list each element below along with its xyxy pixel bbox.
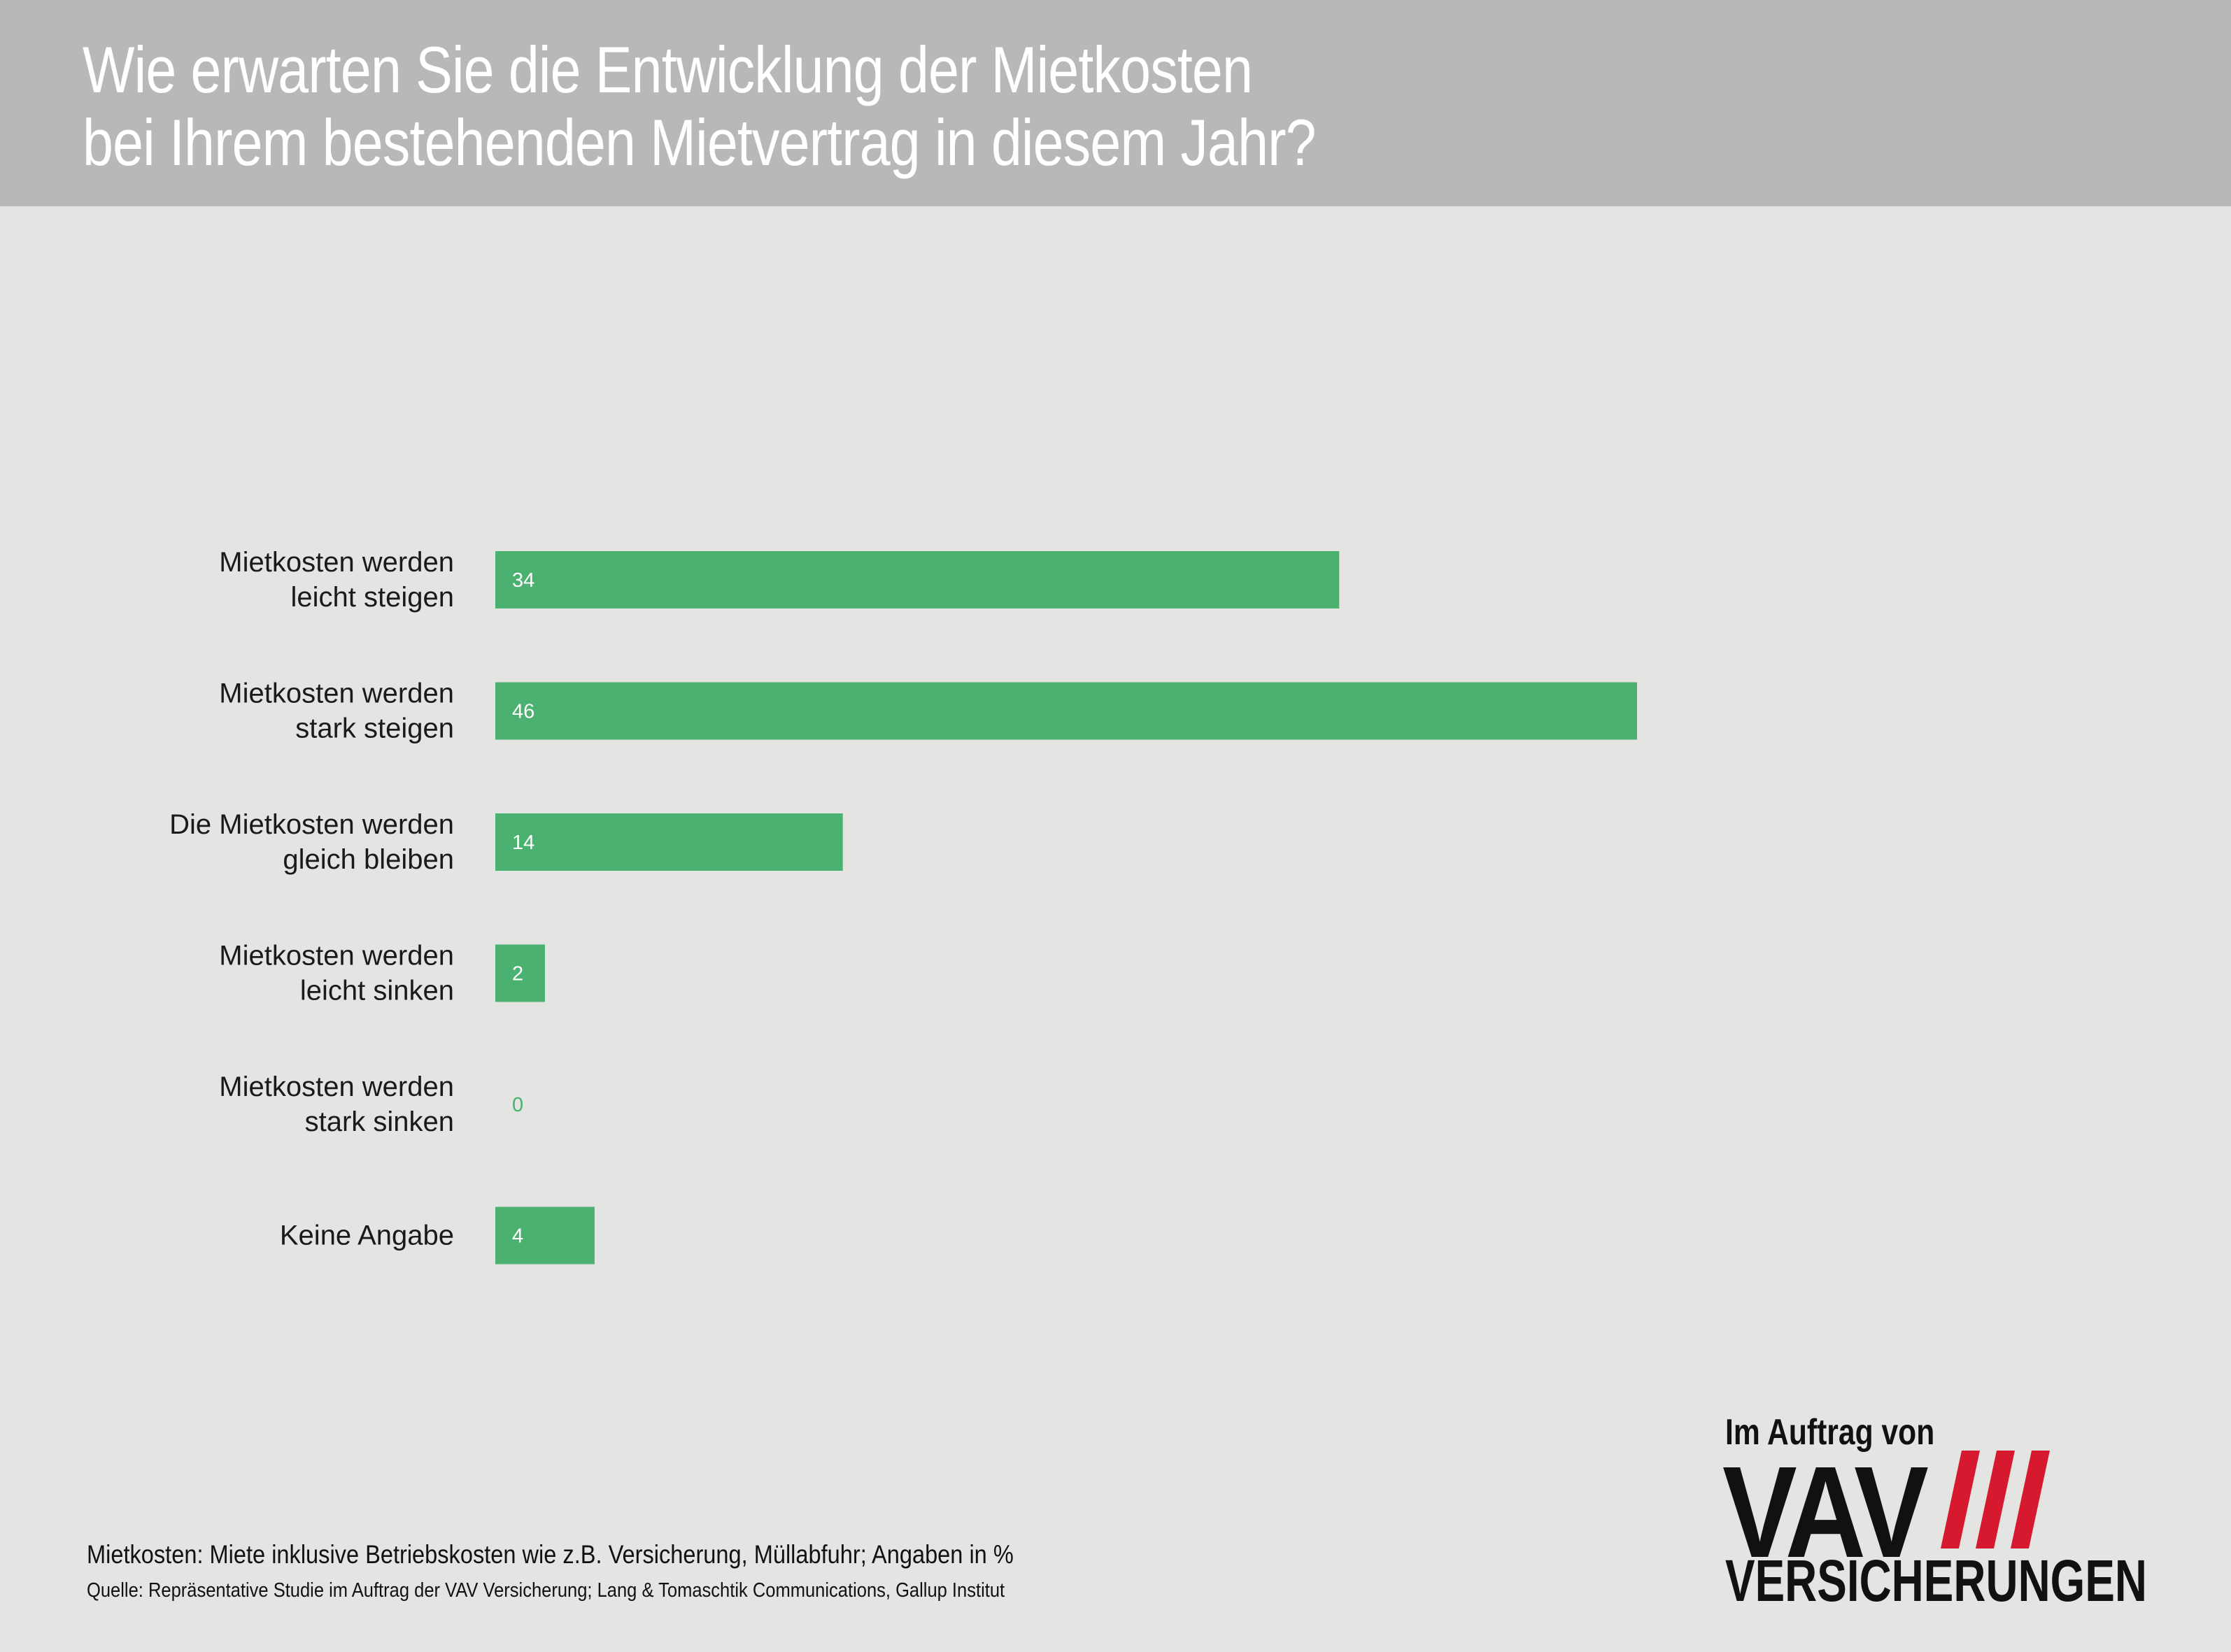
value-label: 0 <box>512 1094 523 1116</box>
category-label: gleich bleiben <box>283 844 454 875</box>
value-label: 2 <box>512 963 523 985</box>
logo-brand: VAV <box>1722 1440 1929 1585</box>
chart-title: Wie erwarten Sie die Entwicklung der Mie… <box>83 33 1317 179</box>
bar <box>495 813 843 871</box>
vav-logo: Im Auftrag von VAV VERSICHERUNGEN <box>1722 1411 2187 1614</box>
value-label: 46 <box>512 701 534 723</box>
logo-stripes-icon <box>1941 1451 2050 1548</box>
value-label: 14 <box>512 832 534 854</box>
title-line-1: Wie erwarten Sie die Entwicklung der Mie… <box>83 33 1253 106</box>
logo-word: VERSICHERUNGEN <box>1725 1548 2148 1614</box>
footnote: Mietkosten: Miete inklusive Betriebskost… <box>87 1540 1014 1569</box>
source-note: Quelle: Repräsentative Studie im Auftrag… <box>87 1579 1005 1602</box>
logo-caption: Im Auftrag von <box>1725 1412 1935 1453</box>
title-line-2: bei Ihrem bestehenden Mietvertrag in die… <box>83 106 1317 179</box>
category-label: Mietkosten werden <box>219 678 454 709</box>
bar <box>495 944 545 1002</box>
value-label: 34 <box>512 569 534 592</box>
category-label: stark steigen <box>295 713 454 744</box>
category-label: Mietkosten werden <box>219 1071 454 1102</box>
category-label: Mietkosten werden <box>219 547 454 578</box>
category-label: Keine Angabe <box>280 1220 454 1251</box>
category-label: Die Mietkosten werden <box>169 809 454 840</box>
bar <box>495 1206 595 1265</box>
header-band: Wie erwarten Sie die Entwicklung der Mie… <box>0 0 2231 206</box>
category-label: leicht steigen <box>291 582 454 613</box>
category-label: Mietkosten werden <box>219 941 454 971</box>
category-label: stark sinken <box>305 1106 454 1137</box>
value-label: 4 <box>512 1225 523 1248</box>
category-label: leicht sinken <box>300 976 454 1006</box>
bar <box>495 682 1637 740</box>
bar <box>495 551 1340 608</box>
